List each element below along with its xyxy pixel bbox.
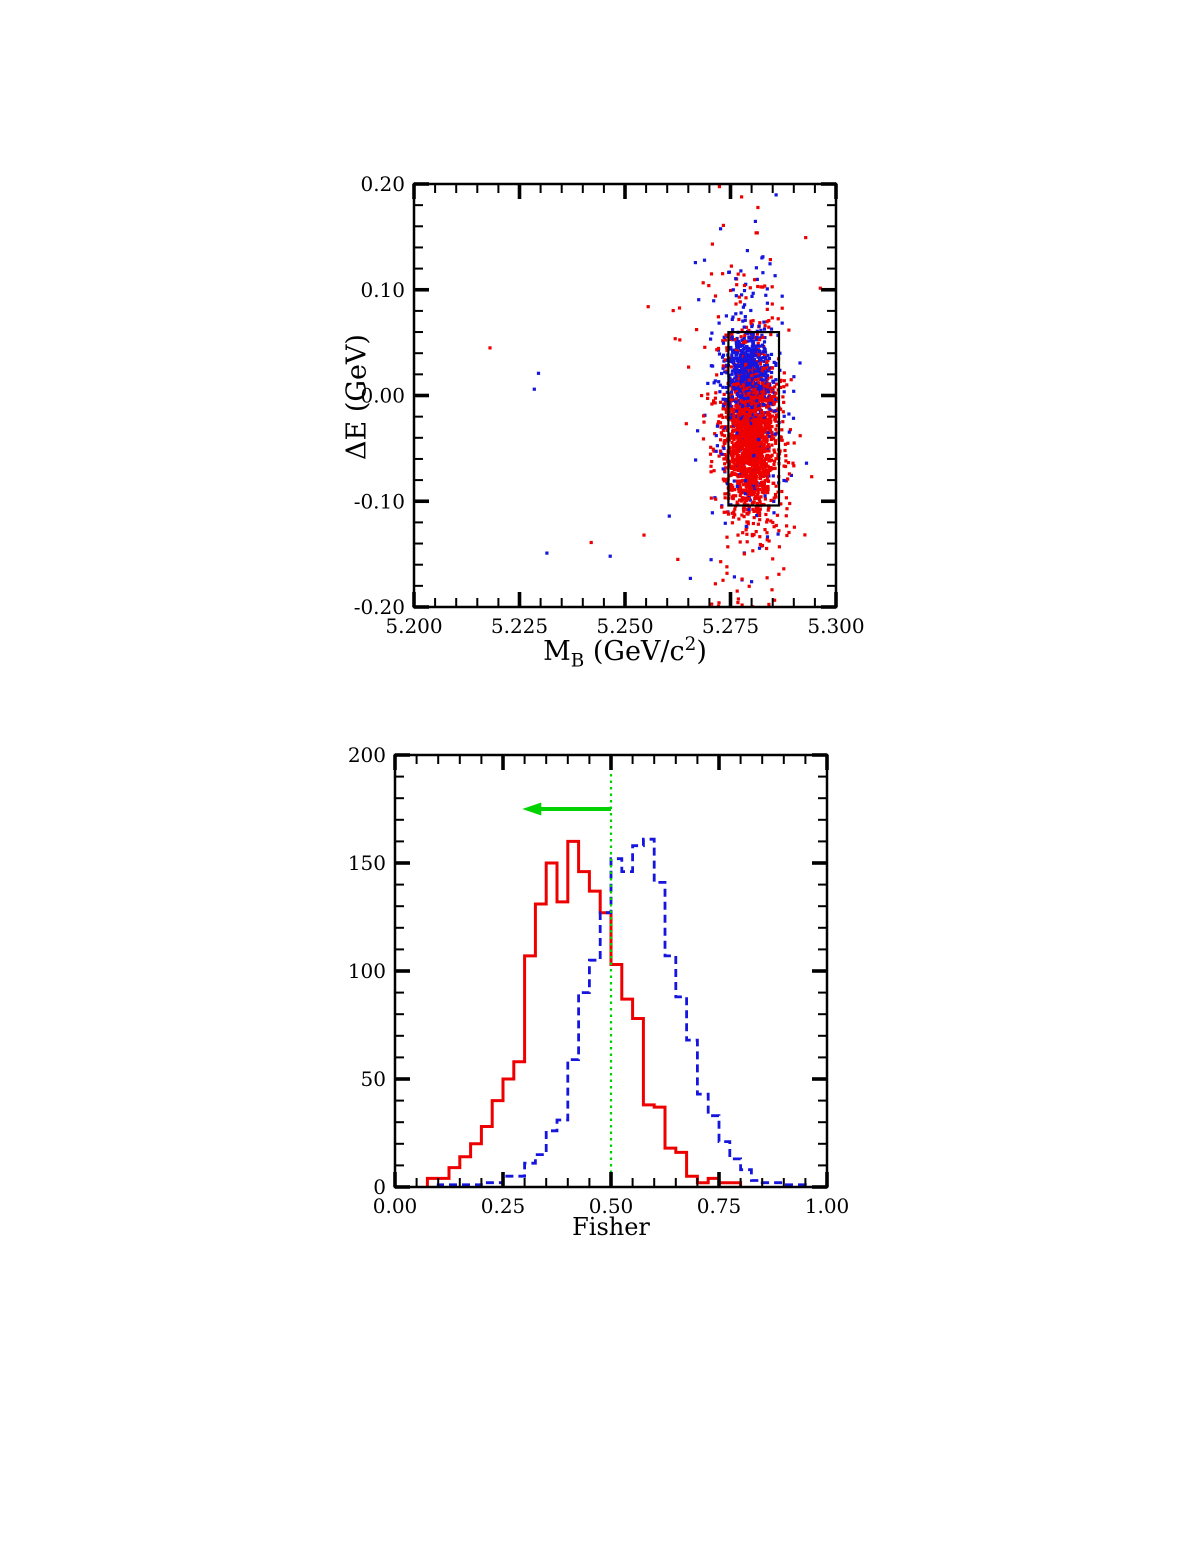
histogram-x-tick-label: 1.00 xyxy=(805,1194,850,1218)
histogram-y-tick-label: 0 xyxy=(373,1175,386,1199)
mb-label-subscript: B xyxy=(570,650,585,672)
scatter-tick-labels: 5.200 5.225 5.250 5.275 5.300 0.20 0.10 0.00 -0.… xyxy=(354,172,865,638)
signal-box xyxy=(727,331,781,507)
scatter-y-tick-label: -0.10 xyxy=(354,489,405,513)
scatter-x-axis-label: MB (GeV/c2) xyxy=(543,634,707,671)
mb-label-post: ) xyxy=(696,636,707,667)
fisher-x-axis-label: Fisher xyxy=(572,1213,650,1241)
scatter-x-tick-label: 5.300 xyxy=(807,614,864,638)
histogram-y-tick-label: 200 xyxy=(348,743,386,767)
scatter-x-tick-label: 5.250 xyxy=(596,614,653,638)
blue-dashed-histogram xyxy=(436,837,807,1186)
histogram-x-tick-label: 0.75 xyxy=(697,1194,742,1218)
histogram-x-tick-label: 0.00 xyxy=(373,1194,418,1218)
scatter-points-layer xyxy=(488,185,822,606)
mb-label-mid: (GeV/c xyxy=(584,636,685,667)
red-solid-histogram xyxy=(425,839,743,1186)
histogram-y-tick-label: 100 xyxy=(348,959,386,983)
histogram-x-tick-label: 0.25 xyxy=(481,1194,526,1218)
scatter-y-tick-label: 0.10 xyxy=(360,278,405,302)
scatter-x-tick-label: 5.200 xyxy=(385,614,442,638)
scatter-ticks xyxy=(412,182,838,609)
histogram-y-tick-label: 50 xyxy=(361,1067,386,1091)
histogram-y-tick-label: 150 xyxy=(348,851,386,875)
scatter-y-tick-label: 0.00 xyxy=(360,384,405,408)
scatter-y-axis-label: ΔE (GeV) xyxy=(342,334,373,460)
scatter-y-tick-label: 0.20 xyxy=(360,172,405,196)
histogram-tick-labels: 0.00 0.25 0.50 0.75 1.00 0 50 100 150 200 xyxy=(348,743,849,1218)
histogram-ticks xyxy=(393,753,829,1189)
cut-direction-arrow xyxy=(522,802,611,816)
scatter-x-tick-label: 5.275 xyxy=(702,614,759,638)
scatter-y-tick-label: -0.20 xyxy=(354,595,405,619)
scatter-y-axis-label-text: ΔE (GeV) xyxy=(341,334,373,460)
histogram-x-tick-label: 0.50 xyxy=(589,1194,634,1218)
histogram-layer xyxy=(425,756,807,1186)
mb-label-superscript: 2 xyxy=(684,634,697,655)
scatter-x-tick-label: 5.225 xyxy=(491,614,548,638)
mb-label-main: M xyxy=(543,636,571,667)
